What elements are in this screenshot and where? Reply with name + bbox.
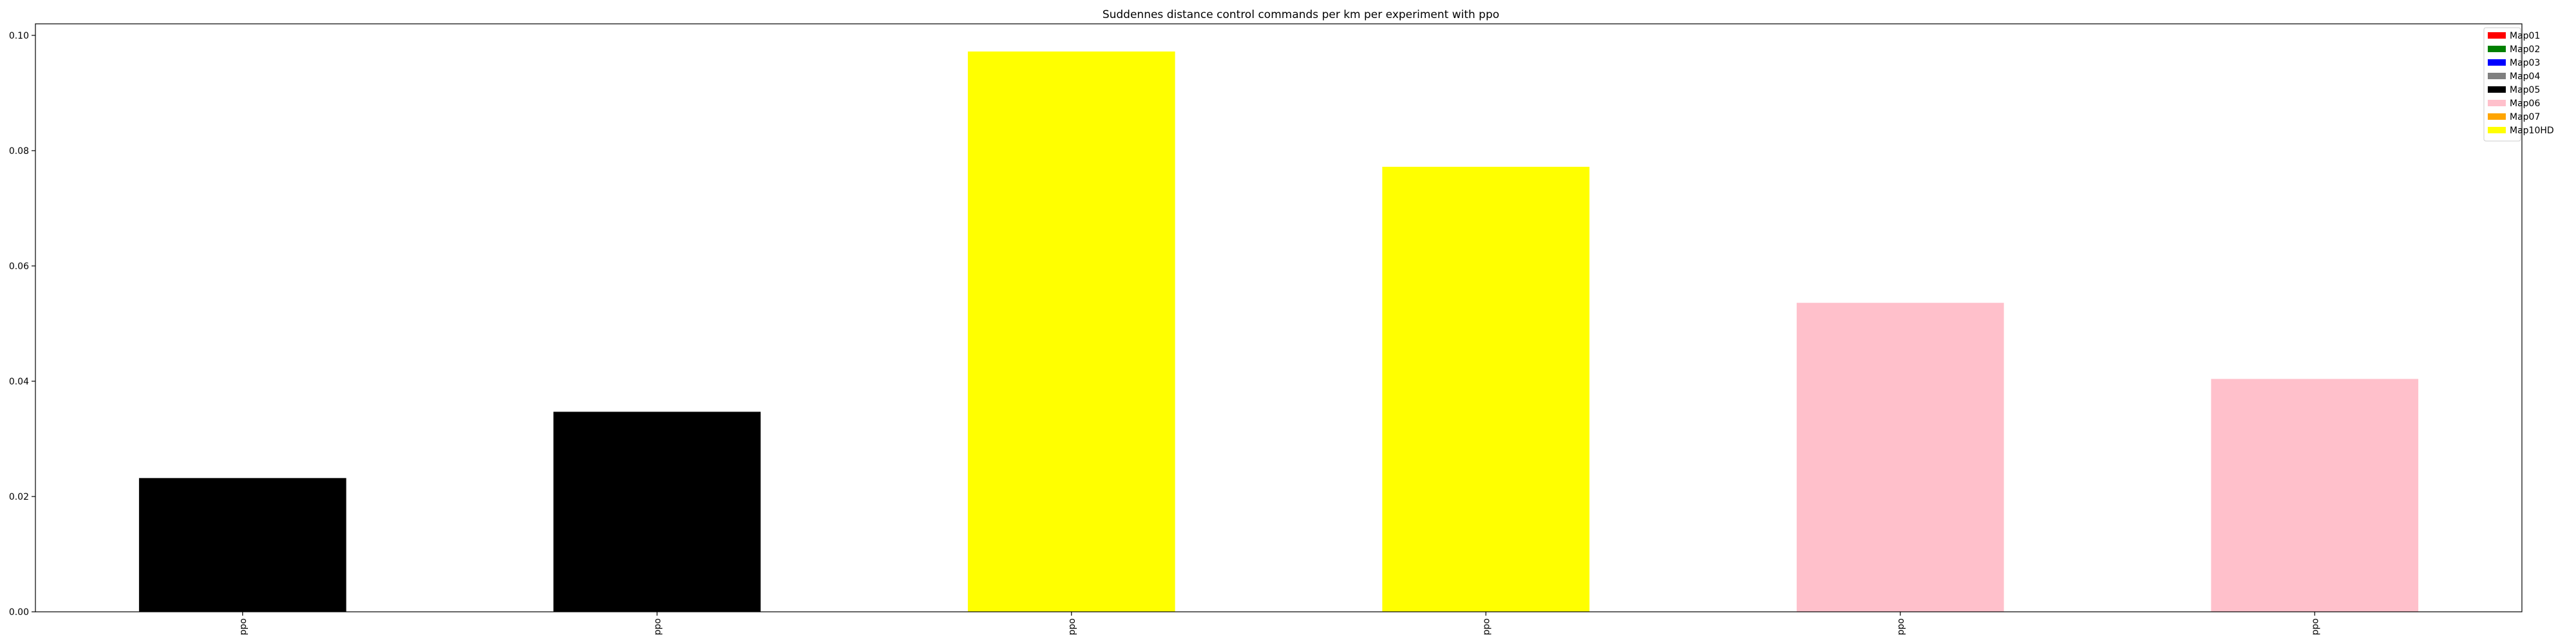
legend-swatch: [2488, 73, 2506, 79]
bars-group: [138, 51, 2419, 612]
legend-swatch: [2488, 86, 2506, 93]
legend-label: Map10HD: [2510, 126, 2554, 136]
bar: [1382, 166, 1590, 612]
legend-label: Map02: [2510, 44, 2540, 55]
bar: [138, 478, 346, 612]
y-tick-label: 0.02: [9, 492, 29, 502]
bar: [967, 51, 1175, 612]
bar: [1796, 303, 2004, 612]
legend-swatch: [2488, 46, 2506, 52]
legend-swatch: [2488, 127, 2506, 133]
x-tick-label: ppo: [1481, 618, 1492, 635]
legend-swatch: [2488, 59, 2506, 66]
x-tick-label: ppo: [2310, 618, 2320, 635]
legend-label: Map07: [2510, 112, 2540, 122]
legend: Map01 Map02 Map03 Map04 Map05 Map06 Map07 Map10…: [2483, 27, 2554, 142]
legend-box: [2483, 27, 2521, 142]
legend-label: Map05: [2510, 85, 2540, 95]
x-axis: ppo ppo ppo ppo ppo ppo: [238, 612, 2320, 635]
chart-title: Suddennes distance control commands per …: [1103, 8, 1499, 21]
bar: [553, 412, 761, 612]
y-tick-label: 0.08: [9, 146, 29, 156]
legend-label: Map03: [2510, 58, 2540, 68]
x-tick-label: ppo: [652, 618, 663, 635]
x-tick-label: ppo: [238, 618, 249, 635]
x-tick-label: ppo: [1067, 618, 1077, 635]
y-axis: 0.00 0.02 0.04 0.06 0.08 0.10: [9, 31, 35, 618]
y-tick-label: 0.04: [9, 377, 29, 387]
legend-label: Map04: [2510, 71, 2540, 82]
legend-swatch: [2488, 32, 2506, 39]
legend-label: Map06: [2510, 99, 2540, 109]
legend-label: Map01: [2510, 31, 2540, 41]
plot-frame: [35, 23, 2523, 612]
legend-swatch: [2488, 100, 2506, 106]
y-tick-label: 0.00: [9, 607, 29, 618]
bar: [2211, 379, 2419, 612]
legend-swatch: [2488, 113, 2506, 120]
y-tick-label: 0.10: [9, 31, 29, 41]
y-tick-label: 0.06: [9, 261, 29, 272]
x-tick-label: ppo: [1896, 618, 1906, 635]
